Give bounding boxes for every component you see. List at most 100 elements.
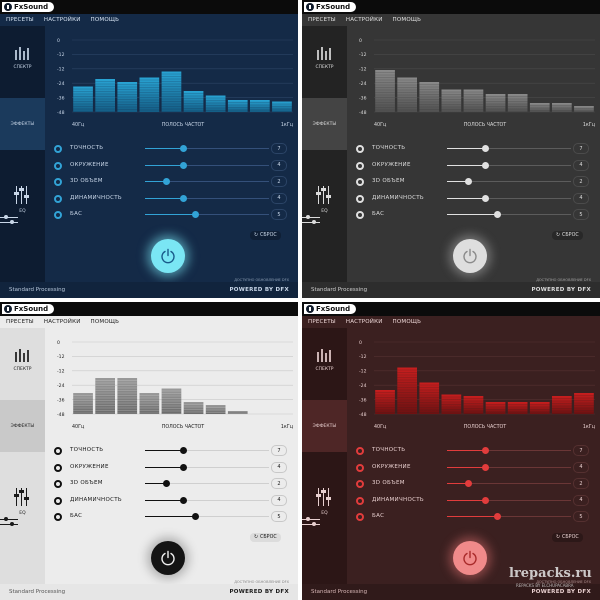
menu-presets[interactable]: ПРЕСЕТЫ [308, 17, 336, 23]
power-button[interactable] [453, 541, 487, 575]
effect-toggle[interactable] [54, 194, 62, 203]
effect-toggle[interactable] [356, 161, 364, 170]
effect-slider[interactable] [447, 161, 571, 169]
reset-button[interactable]: ↻ СБРОС [552, 533, 583, 542]
power-button[interactable] [453, 239, 487, 273]
effect-toggle[interactable] [54, 463, 62, 472]
menu-presets[interactable]: ПРЕСЕТЫ [6, 17, 34, 23]
effect-slider[interactable] [447, 480, 571, 487]
effect-slider[interactable] [447, 496, 571, 504]
effect-slider[interactable] [447, 513, 571, 520]
menu-settings[interactable]: НАСТРОЙКИ [345, 17, 383, 23]
effect-slider[interactable] [447, 447, 571, 454]
sidebar-item-spectrum[interactable]: СПЕКТР [302, 32, 347, 84]
effect-slider[interactable] [145, 211, 269, 218]
slider-handle[interactable] [192, 211, 200, 218]
update-notice[interactable]: ДОСТУПНО ОБНОВЛЕНИЕ DFX [234, 278, 289, 282]
effect-slider[interactable] [447, 145, 571, 152]
slider-handle[interactable] [481, 447, 489, 454]
menu-help[interactable]: ПОМОЩЬ [392, 17, 422, 23]
menu-help[interactable]: ПОМОЩЬ [90, 17, 120, 23]
menu-presets[interactable]: ПРЕСЕТЫ [308, 319, 336, 325]
menu-settings[interactable]: НАСТРОЙКИ [43, 17, 81, 23]
effect-slider[interactable] [145, 463, 269, 471]
slider-handle[interactable] [494, 211, 502, 218]
effect-toggle[interactable] [356, 513, 364, 521]
effect-toggle[interactable] [54, 496, 62, 505]
update-notice[interactable]: ДОСТУПНО ОБНОВЛЕНИЕ DFX [536, 580, 591, 584]
update-notice[interactable]: ДОСТУПНО ОБНОВЛЕНИЕ DFX [234, 580, 289, 584]
effect-toggle[interactable] [54, 447, 62, 455]
effect-toggle[interactable] [356, 145, 364, 153]
effect-slider[interactable] [145, 178, 269, 185]
effect-slider[interactable] [447, 194, 571, 202]
slider-handle[interactable] [481, 194, 489, 202]
reset-button[interactable]: ↻ СБРОС [250, 231, 281, 240]
sidebar-item-eq[interactable]: EQ [0, 174, 45, 226]
update-notice[interactable]: ДОСТУПНО ОБНОВЛЕНИЕ DFX [536, 278, 591, 282]
slider-handle[interactable] [179, 145, 187, 152]
reset-button[interactable]: ↻ СБРОС [552, 231, 583, 240]
spectrum-icon [14, 348, 32, 362]
menu-settings[interactable]: НАСТРОЙКИ [43, 319, 81, 325]
power-button[interactable] [151, 541, 185, 575]
effect-row: ДИНАМИЧНОСТЬ 4 [347, 192, 600, 206]
slider-handle[interactable] [464, 480, 472, 487]
effect-slider[interactable] [145, 496, 269, 504]
menu-help[interactable]: ПОМОЩЬ [392, 319, 422, 325]
effect-toggle[interactable] [54, 161, 62, 170]
effect-slider[interactable] [145, 194, 269, 202]
power-button[interactable] [151, 239, 185, 273]
slider-handle[interactable] [179, 161, 187, 169]
effect-slider[interactable] [145, 513, 269, 520]
slider-handle[interactable] [179, 496, 187, 504]
effect-toggle[interactable] [54, 513, 62, 521]
menu-presets[interactable]: ПРЕСЕТЫ [6, 319, 34, 325]
effect-toggle[interactable] [54, 145, 62, 153]
sidebar-item-eq[interactable]: EQ [302, 476, 347, 528]
effect-slider[interactable] [447, 463, 571, 471]
sidebar-item-effects[interactable]: ЭФФЕКТЫ [302, 98, 347, 224]
menu-help[interactable]: ПОМОЩЬ [90, 319, 120, 325]
effect-slider[interactable] [447, 178, 571, 185]
slider-handle[interactable] [192, 513, 200, 520]
effect-toggle[interactable] [54, 480, 62, 488]
sidebar-item-spectrum[interactable]: СПЕКТР [0, 334, 45, 386]
slider-handle[interactable] [481, 463, 489, 471]
effect-toggle[interactable] [54, 178, 62, 186]
sidebar-item-effects[interactable]: ЭФФЕКТЫ [302, 400, 347, 526]
effect-toggle[interactable] [356, 194, 364, 203]
slider-handle[interactable] [162, 480, 170, 487]
spectrum-bar [574, 106, 594, 112]
slider-handle[interactable] [481, 161, 489, 169]
effect-toggle[interactable] [356, 447, 364, 455]
reset-button[interactable]: ↻ СБРОС [250, 533, 281, 542]
effect-toggle[interactable] [54, 211, 62, 219]
sidebar-item-spectrum[interactable]: СПЕКТР [302, 334, 347, 386]
slider-handle[interactable] [179, 194, 187, 202]
effect-toggle[interactable] [356, 480, 364, 488]
slider-handle[interactable] [481, 145, 489, 152]
menu-settings[interactable]: НАСТРОЙКИ [345, 319, 383, 325]
sidebar-item-spectrum[interactable]: СПЕКТР [0, 32, 45, 84]
sidebar-item-eq[interactable]: EQ [0, 476, 45, 528]
effect-slider[interactable] [145, 480, 269, 487]
effect-slider[interactable] [145, 161, 269, 169]
effect-toggle[interactable] [356, 211, 364, 219]
effect-toggle[interactable] [356, 496, 364, 505]
sidebar-item-effects[interactable]: ЭФФЕКТЫ [0, 98, 45, 224]
effect-slider[interactable] [145, 145, 269, 152]
effect-slider[interactable] [447, 211, 571, 218]
effect-toggle[interactable] [356, 463, 364, 472]
effect-slider[interactable] [145, 447, 269, 454]
effect-toggle[interactable] [356, 178, 364, 186]
slider-handle[interactable] [179, 447, 187, 454]
slider-handle[interactable] [464, 178, 472, 185]
slider-handle[interactable] [481, 496, 489, 504]
sidebar-item-eq[interactable]: EQ [302, 174, 347, 226]
sidebar-item-effects[interactable]: ЭФФЕКТЫ [0, 400, 45, 526]
slider-handle[interactable] [162, 178, 170, 185]
status-bar: ДОСТУПНО ОБНОВЛЕНИЕ DFX Standard Process… [302, 580, 600, 600]
slider-handle[interactable] [494, 513, 502, 520]
slider-handle[interactable] [179, 463, 187, 471]
